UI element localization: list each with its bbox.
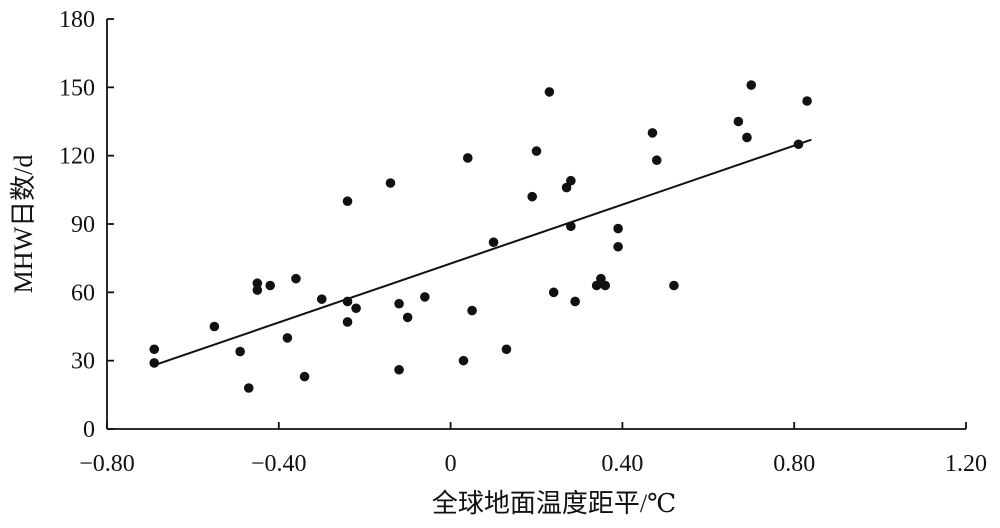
scatter-point bbox=[351, 303, 361, 314]
scatter-point bbox=[467, 305, 477, 316]
scatter-point bbox=[265, 280, 276, 291]
scatter-point bbox=[209, 321, 220, 332]
scatter-point bbox=[669, 280, 679, 291]
y-tick-label: 0 bbox=[83, 417, 95, 443]
y-tick-label: 30 bbox=[71, 349, 95, 375]
scatter-point bbox=[235, 346, 245, 357]
y-axis-title: MHW日数/d bbox=[9, 155, 38, 294]
scatter-point bbox=[149, 344, 160, 355]
x-tick-label: 0.80 bbox=[773, 451, 815, 477]
scatter-point bbox=[458, 355, 469, 366]
scatter-point bbox=[561, 182, 572, 193]
scatter-point bbox=[394, 298, 404, 309]
x-tick-label: −0.40 bbox=[251, 451, 307, 477]
scatter-point bbox=[544, 87, 555, 97]
x-axis-ticks: −0.80 −0.40 0 0.40 0.80 1.20 bbox=[79, 422, 987, 477]
x-tick-label: −0.80 bbox=[79, 451, 135, 477]
y-tick-label: 150 bbox=[59, 75, 95, 101]
scatter-point bbox=[596, 273, 606, 284]
scatter-point bbox=[613, 223, 623, 234]
y-axis-ticks: 0 30 60 90 120 150 180 bbox=[59, 7, 114, 443]
scatter-point bbox=[385, 178, 396, 188]
x-tick-label: 0 bbox=[445, 451, 457, 477]
scatter-point bbox=[548, 287, 559, 298]
scatter-point bbox=[647, 128, 658, 138]
scatter-point bbox=[501, 344, 512, 355]
x-tick-label: 0.40 bbox=[601, 451, 643, 477]
scatter-point bbox=[746, 80, 757, 90]
y-tick-label: 120 bbox=[59, 144, 95, 170]
scatter-point bbox=[252, 278, 263, 289]
y-tick-label: 90 bbox=[71, 212, 95, 238]
trendline bbox=[153, 138, 812, 367]
scatter-point bbox=[802, 96, 812, 106]
y-tick-label: 60 bbox=[71, 280, 95, 306]
scatter-point bbox=[243, 383, 254, 393]
scatter-point bbox=[566, 175, 576, 186]
scatter-point bbox=[342, 296, 353, 307]
scatter-point bbox=[531, 146, 542, 156]
scatter-point bbox=[299, 371, 310, 382]
scatter-point bbox=[342, 317, 353, 327]
scatter-point bbox=[613, 241, 623, 252]
scatter-point bbox=[793, 139, 804, 150]
scatter-point bbox=[420, 292, 430, 302]
scatter-point bbox=[462, 153, 473, 163]
x-axis-title: 全球地面温度距平/℃ bbox=[432, 489, 676, 518]
scatter-point bbox=[402, 312, 413, 323]
scatter-point bbox=[527, 191, 538, 202]
scatter-point bbox=[394, 364, 404, 375]
scatter-point bbox=[252, 285, 263, 295]
scatter-point bbox=[591, 280, 602, 291]
axes bbox=[106, 19, 966, 430]
scatter-point bbox=[742, 132, 752, 143]
scatter-point bbox=[570, 296, 580, 307]
scatter-point bbox=[291, 273, 301, 284]
scatter-point bbox=[342, 196, 353, 207]
y-tick-label: 180 bbox=[59, 7, 95, 33]
scatter-point bbox=[651, 155, 662, 166]
scatter-point bbox=[733, 116, 744, 127]
scatter-point bbox=[488, 237, 499, 248]
scatter-point bbox=[149, 358, 160, 368]
scatter-points bbox=[149, 80, 812, 393]
scatter-point bbox=[566, 221, 576, 232]
x-tick-label: 1.20 bbox=[945, 451, 987, 477]
trendline-group bbox=[153, 138, 812, 367]
scatter-point bbox=[282, 333, 293, 343]
scatter-point bbox=[600, 280, 611, 291]
scatter-point bbox=[316, 294, 327, 304]
